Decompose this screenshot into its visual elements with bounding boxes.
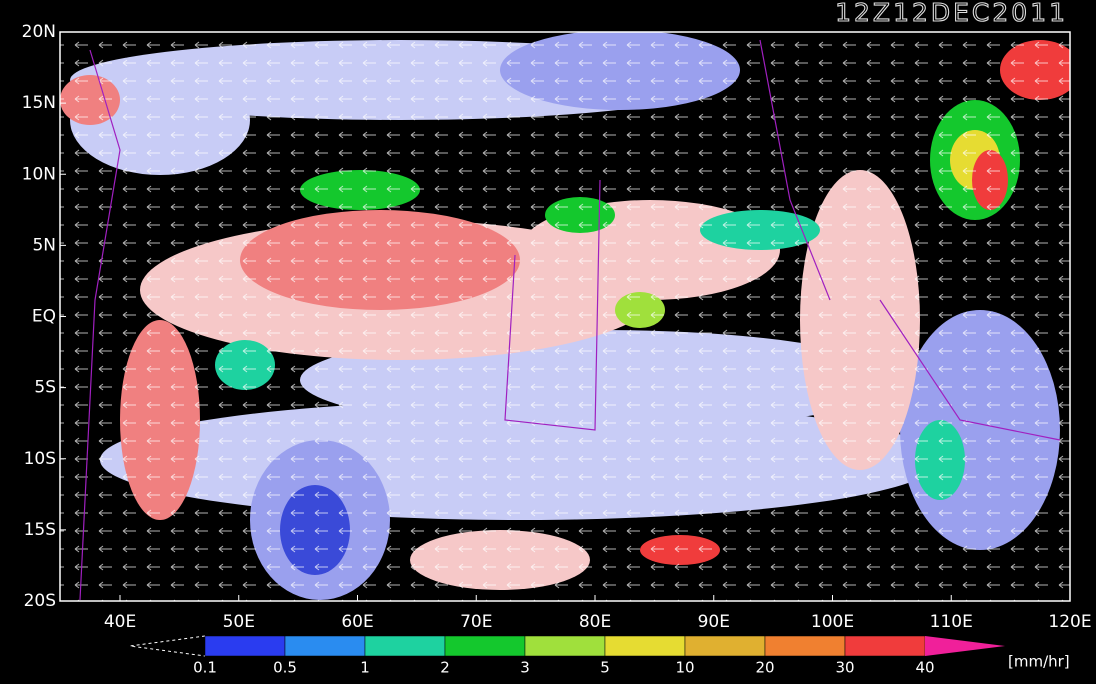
lat-label: 20S — [24, 591, 56, 611]
colorbar-segment — [684, 635, 766, 657]
colorbar-label: 0.1 — [193, 659, 217, 677]
lon-label: 80E — [579, 612, 611, 632]
colorbar-segment — [764, 635, 846, 657]
colorbar: 0.1 0.5 1 2 3 5 10 20 30 40 [mm/hr] — [129, 635, 1070, 677]
lon-label: 40E — [104, 612, 136, 632]
lon-label: 110E — [930, 612, 973, 632]
colorbar-segment — [444, 635, 526, 657]
axes: 20N 15N 10N 5N EQ 5S 10S 15S 20S 40E 50E 60E 70E 80E 9… — [22, 22, 1092, 632]
colorbar-label: 1 — [360, 659, 370, 677]
precip-field — [60, 32, 1070, 601]
lon-label: 100E — [811, 612, 854, 632]
lat-label: 10N — [22, 164, 56, 184]
lon-label: 70E — [460, 612, 492, 632]
colorbar-segment — [284, 635, 366, 657]
colorbar-segment — [204, 635, 286, 657]
map-title: 12Z12DEC2011 — [835, 0, 1068, 27]
lon-label: 50E — [223, 612, 255, 632]
lat-label: 20N — [22, 22, 56, 42]
colorbar-label: 20 — [755, 659, 774, 677]
colorbar-label: 40 — [915, 659, 934, 677]
lat-label: 5N — [32, 235, 56, 255]
colorbar-under — [129, 635, 206, 657]
colorbar-segment — [604, 635, 686, 657]
colorbar-label: 5 — [600, 659, 610, 677]
lat-label: EQ — [32, 307, 56, 327]
colorbar-label: 10 — [675, 659, 694, 677]
colorbar-label: 3 — [520, 659, 530, 677]
lon-label: 90E — [698, 612, 730, 632]
colorbar-segment — [364, 635, 446, 657]
lat-label: 15S — [24, 520, 56, 540]
colorbar-label: 2 — [440, 659, 450, 677]
colorbar-label: 30 — [835, 659, 854, 677]
lat-label: 10S — [24, 449, 56, 469]
colorbar-segment — [844, 635, 926, 657]
colorbar-unit: [mm/hr] — [1008, 653, 1070, 671]
lat-label: 5S — [34, 378, 56, 398]
colorbar-over — [925, 636, 1005, 656]
lon-label: 60E — [341, 612, 373, 632]
colorbar-segment — [524, 635, 606, 657]
lon-label: 120E — [1048, 612, 1091, 632]
lat-label: 15N — [22, 93, 56, 113]
colorbar-label: 0.5 — [273, 659, 297, 677]
